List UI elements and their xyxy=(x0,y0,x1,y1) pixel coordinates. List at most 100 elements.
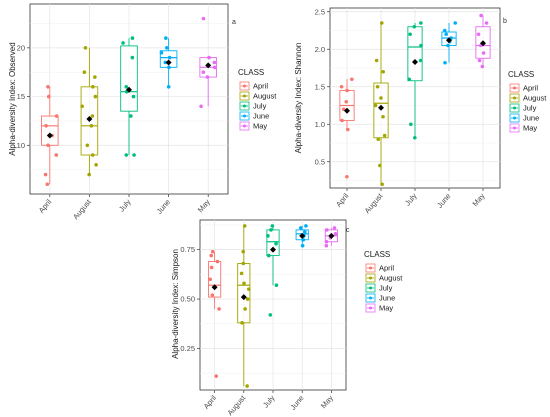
data-point xyxy=(199,104,203,109)
legend-key-point xyxy=(369,296,372,300)
data-point xyxy=(83,46,88,50)
data-point xyxy=(274,283,279,288)
mean-marker xyxy=(412,59,418,65)
y-tick-label: 0.5 xyxy=(315,157,325,166)
legend-title: CLASS xyxy=(238,68,264,77)
data-point xyxy=(241,261,246,266)
mean-marker xyxy=(46,132,53,139)
x-tick-label: May xyxy=(471,191,487,208)
x-tick-label: April xyxy=(37,197,54,215)
legend-item-august: August xyxy=(523,94,547,103)
data-point xyxy=(209,265,214,270)
data-point xyxy=(167,55,172,60)
x-tick-label: July xyxy=(403,191,419,207)
data-point xyxy=(409,122,413,127)
x-tick-label: May xyxy=(196,197,212,214)
panel-letter: c xyxy=(346,227,350,234)
data-point xyxy=(339,84,344,89)
x-ticks: April August July June May xyxy=(37,194,212,221)
data-point xyxy=(477,58,482,63)
data-point xyxy=(266,234,270,238)
data-point xyxy=(374,58,379,63)
data-point xyxy=(132,153,136,157)
data-point xyxy=(412,24,417,29)
data-point xyxy=(243,307,247,311)
data-point xyxy=(43,172,48,177)
y-tick-label: 0.25 xyxy=(180,344,195,353)
legend-key-point xyxy=(243,84,246,88)
data-point xyxy=(240,320,244,325)
legend-title: CLASS xyxy=(364,250,390,259)
y-tick-label: 2.5 xyxy=(315,7,325,16)
data-point xyxy=(165,46,169,50)
mean-marker xyxy=(205,62,212,69)
legend-item-july: July xyxy=(253,102,267,111)
data-point xyxy=(54,114,59,118)
data-point xyxy=(418,58,423,63)
data-point xyxy=(325,228,329,232)
data-point xyxy=(205,75,210,79)
data-point xyxy=(382,133,387,138)
data-point xyxy=(44,123,48,128)
mean-marker xyxy=(378,104,384,111)
data-point xyxy=(408,32,412,37)
data-point xyxy=(376,137,381,142)
legend-item-june: June xyxy=(523,114,539,123)
data-point xyxy=(266,253,271,258)
data-point xyxy=(332,226,337,230)
legend-item-july: July xyxy=(523,104,537,113)
data-point xyxy=(207,55,211,60)
data-point xyxy=(129,114,133,118)
mean-marker xyxy=(126,86,132,93)
x-tick-label: July xyxy=(261,393,277,409)
data-point xyxy=(208,277,213,282)
data-point xyxy=(46,143,50,148)
data-point xyxy=(373,103,378,108)
data-point xyxy=(245,297,250,301)
data-point xyxy=(298,226,303,230)
data-point xyxy=(304,224,308,228)
mean-marker xyxy=(86,115,93,122)
data-point xyxy=(350,77,354,82)
data-point xyxy=(215,259,220,264)
data-point xyxy=(324,239,329,244)
data-point xyxy=(270,224,275,228)
data-point xyxy=(301,237,306,242)
box-april xyxy=(41,115,59,146)
data-point xyxy=(124,85,129,89)
data-point xyxy=(345,127,350,132)
box-marks xyxy=(339,13,491,187)
data-point xyxy=(419,43,423,48)
data-point xyxy=(340,118,344,123)
data-point xyxy=(419,21,423,25)
data-point xyxy=(94,162,98,167)
data-point xyxy=(246,287,251,291)
mean-marker xyxy=(270,246,276,253)
legend-key-point xyxy=(513,96,516,100)
legend-key-point xyxy=(369,286,372,290)
legend-item-april: April xyxy=(379,264,394,273)
legend-item-may: May xyxy=(523,124,537,133)
data-point xyxy=(476,32,481,37)
legend-key-point xyxy=(513,126,516,130)
x-tick-label: May xyxy=(319,393,335,410)
x-tick-label: August xyxy=(363,191,385,215)
x-tick-label: August xyxy=(71,197,93,221)
mean-marker xyxy=(328,232,335,239)
box-august xyxy=(237,263,251,324)
data-point xyxy=(242,224,247,228)
data-point xyxy=(201,16,206,21)
legend-item-may: May xyxy=(379,304,393,313)
legend-item-august: August xyxy=(379,274,403,283)
data-point xyxy=(130,55,135,60)
data-point xyxy=(241,249,245,254)
mean-marker xyxy=(240,294,247,301)
data-point xyxy=(344,99,349,104)
data-point xyxy=(87,172,91,177)
y-ticks: 10 15 20 xyxy=(17,43,30,150)
legend-key-point xyxy=(513,116,516,120)
data-point xyxy=(163,60,168,65)
